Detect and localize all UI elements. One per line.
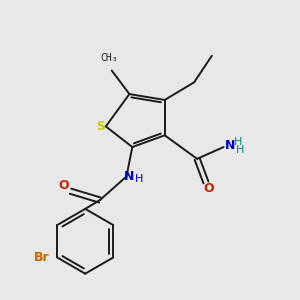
Text: O: O	[59, 179, 69, 192]
Text: H: H	[135, 174, 143, 184]
Text: N: N	[124, 170, 135, 183]
Text: H: H	[236, 145, 244, 155]
Text: S: S	[96, 120, 105, 133]
Text: Br: Br	[34, 251, 50, 264]
Text: O: O	[204, 182, 214, 195]
Text: H: H	[234, 137, 242, 147]
Text: N: N	[225, 139, 235, 152]
Text: CH₃: CH₃	[100, 53, 118, 63]
